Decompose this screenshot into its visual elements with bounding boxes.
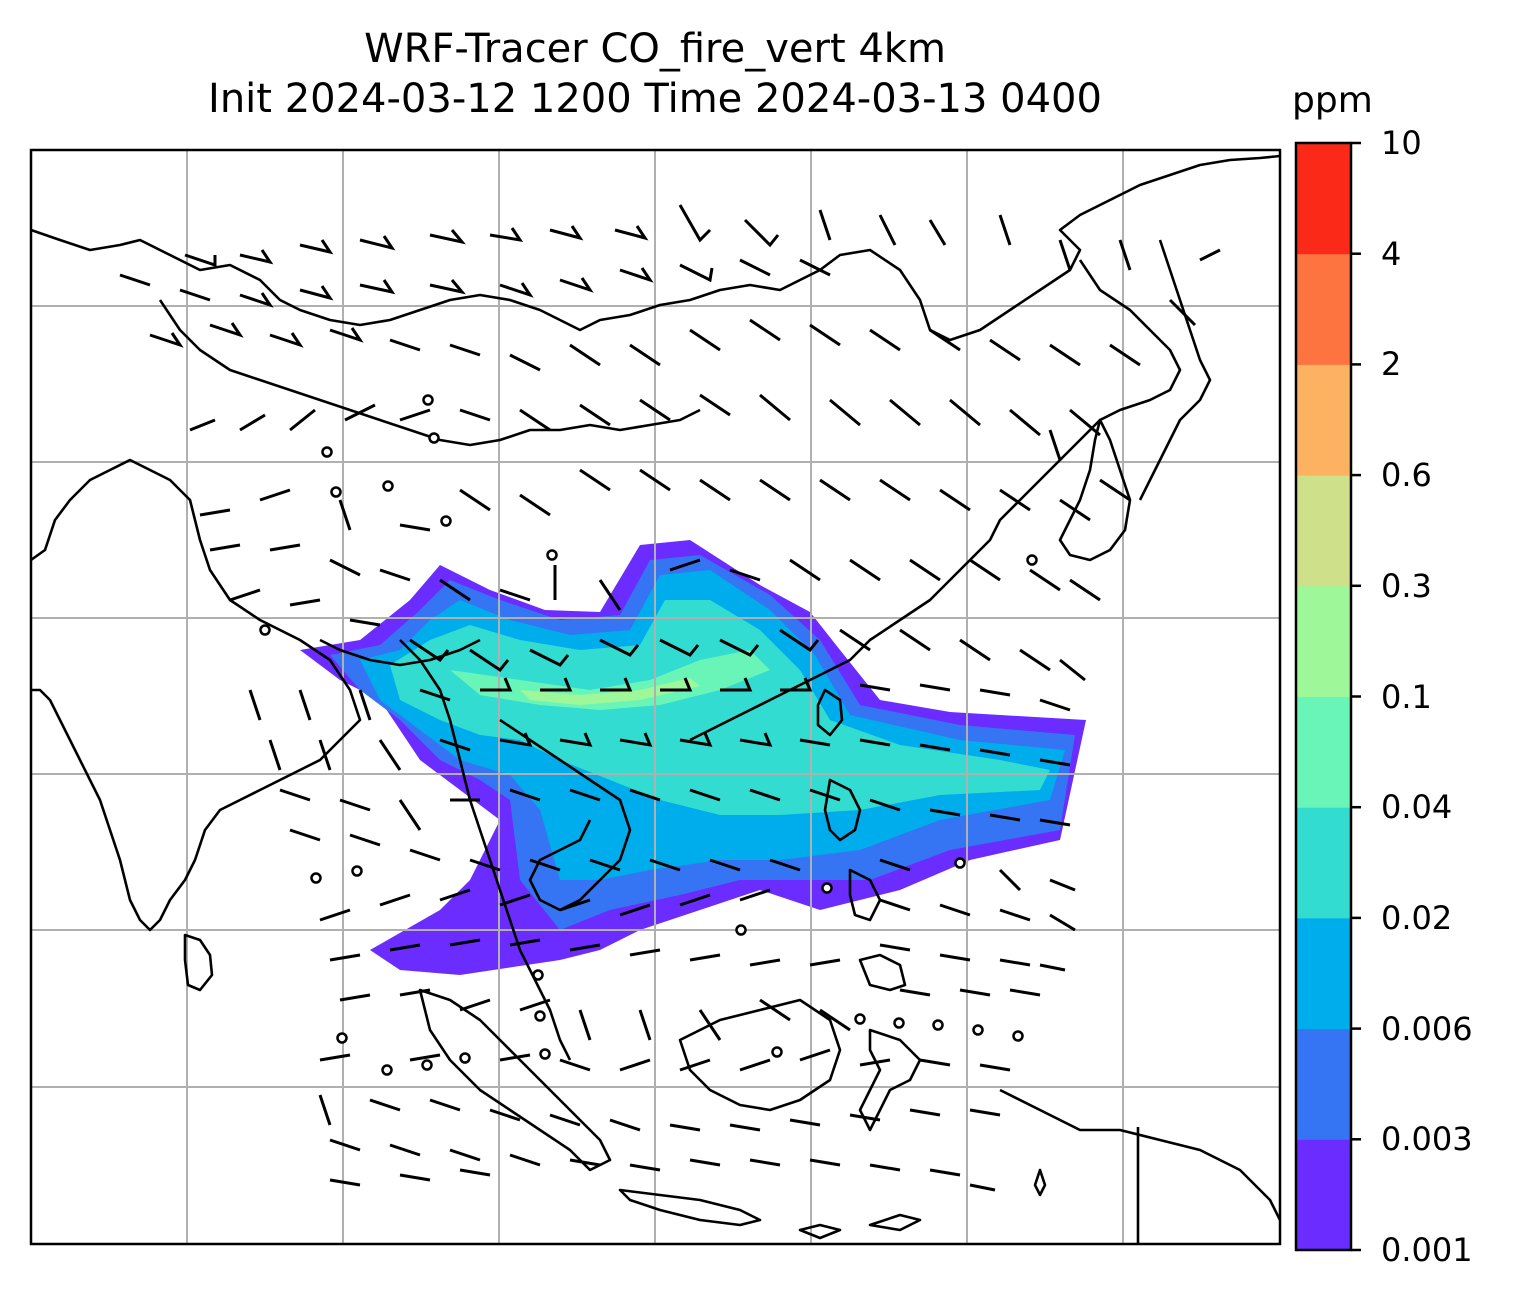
colorbar-tick-label: 4 — [1381, 234, 1402, 273]
title-line-2: Init 2024-03-12 1200 Time 2024-03-13 040… — [208, 76, 1102, 122]
colorbar-segment — [1296, 364, 1351, 476]
colorbar-segment — [1296, 917, 1351, 1030]
colorbar-tick-label: 10 — [1381, 124, 1422, 162]
colorbar-tick-label: 0.006 — [1381, 1009, 1473, 1048]
colorbar-tick-label: 0.003 — [1381, 1120, 1473, 1159]
wind-barbs — [119, 204, 1221, 1192]
calm-wind-markers — [259, 394, 1038, 1076]
colorbar-tick-label: 0.04 — [1381, 788, 1453, 827]
title-line-1: WRF-Tracer CO_fire_vert 4km — [364, 26, 946, 72]
colorbar-segment — [1296, 253, 1351, 365]
colorbar-segment — [1296, 696, 1351, 808]
co-plume — [300, 540, 1086, 975]
colorbar-tick-label: 0.6 — [1381, 456, 1432, 495]
colorbar-tick-label: 0.3 — [1381, 566, 1432, 605]
colorbar-tick-label: 2 — [1381, 345, 1402, 384]
colorbar-segment — [1296, 475, 1351, 587]
colorbar-segment — [1296, 143, 1351, 255]
colorbar-unit-label: ppm — [1292, 80, 1373, 121]
colorbar-tick-label: 0.02 — [1381, 898, 1453, 937]
plume-level-01 — [520, 678, 700, 705]
plume-level-002 — [390, 600, 1050, 815]
colorbar-tick-label: 0.1 — [1381, 677, 1432, 716]
colorbar-segment — [1296, 807, 1351, 919]
map-title: WRF-Tracer CO_fire_vert 4km Init 2024-03… — [30, 24, 1280, 124]
colorbar-tick-label: 0.001 — [1381, 1231, 1473, 1269]
map-frame — [29, 148, 1282, 1246]
colorbar-segment — [1296, 585, 1351, 697]
colorbar-segment — [1296, 1139, 1351, 1251]
colorbar — [1294, 141, 1361, 1252]
colorbar-segment — [1296, 1028, 1351, 1140]
